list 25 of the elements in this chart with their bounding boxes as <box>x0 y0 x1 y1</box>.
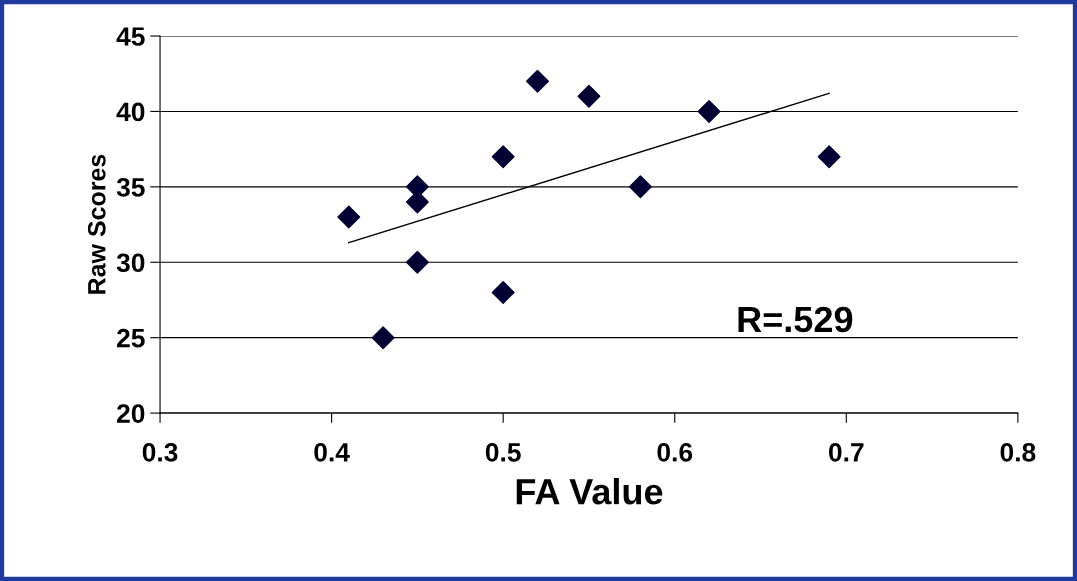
annotation: R=.529 <box>738 306 853 333</box>
y-tick-label: 30 <box>116 253 145 273</box>
y-tick-label: 40 <box>116 102 145 122</box>
x-tick-label: 0.8 <box>1000 442 1036 462</box>
y-axis-title: Raw Scores <box>87 154 106 294</box>
point <box>337 205 361 229</box>
point <box>577 84 601 108</box>
y-tick-label: 25 <box>117 328 145 348</box>
x-tick-label: 0.7 <box>829 442 864 462</box>
point <box>491 145 515 169</box>
x-tick-label: 0.4 <box>314 442 350 462</box>
x-tick-label: 0.6 <box>657 442 693 462</box>
point <box>817 145 841 169</box>
y-tick-label: 35 <box>116 177 145 197</box>
point <box>405 250 429 274</box>
point <box>371 326 395 350</box>
y-tick-label: 45 <box>116 27 145 46</box>
y-tick-label: 20 <box>117 404 145 423</box>
point <box>697 99 721 123</box>
x-axis-title: FA Value <box>516 477 663 505</box>
point <box>526 69 549 93</box>
point <box>491 280 515 304</box>
point <box>628 175 652 199</box>
x-tick-label: 0.3 <box>142 442 178 462</box>
x-tick-label: 0.5 <box>485 442 521 462</box>
